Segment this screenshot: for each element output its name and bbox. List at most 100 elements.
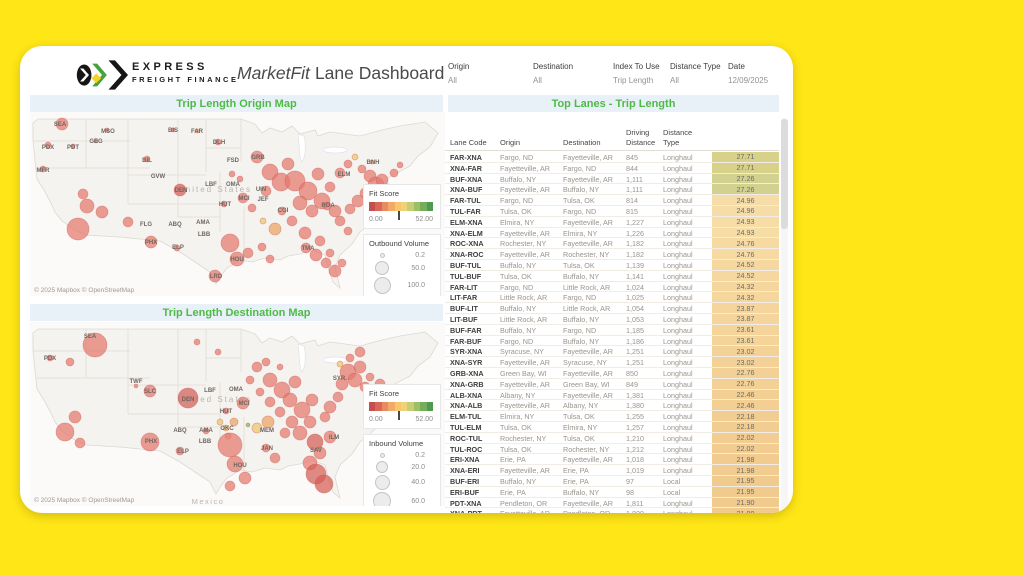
table-row[interactable]: BUF-TUL Buffalo, NY Tulsa, OK 1,139 Longhaul… bbox=[445, 259, 779, 271]
table-row[interactable]: TUL-BUF Tulsa, OK Buffalo, NY 1,141 Longhaul… bbox=[445, 270, 779, 282]
cell-fit-value[interactable]: 27.71 bbox=[712, 162, 779, 173]
table-row[interactable]: XNA-ELM Fayetteville, AR Elmira, NY 1,226 Lo… bbox=[445, 227, 779, 239]
volume-bubble[interactable] bbox=[245, 375, 255, 385]
volume-bubble[interactable] bbox=[177, 387, 199, 409]
table-row[interactable]: XNA-FAR Fayetteville, AR Fargo, ND 844 Longh… bbox=[445, 162, 779, 174]
volume-bubble[interactable] bbox=[281, 157, 295, 171]
volume-bubble[interactable] bbox=[292, 425, 308, 441]
table-row[interactable]: XNA-GRB Fayetteville, AR Green Bay, WI 849 L… bbox=[445, 378, 779, 390]
volume-bubble[interactable] bbox=[284, 170, 306, 192]
volume-bubble[interactable] bbox=[236, 396, 250, 410]
volume-bubble[interactable] bbox=[95, 205, 109, 219]
cell-fit-value[interactable]: 23.61 bbox=[712, 324, 779, 335]
filter-value[interactable]: All bbox=[670, 76, 679, 85]
filter-distance-type[interactable]: Distance Type All bbox=[670, 62, 721, 85]
cell-fit-value[interactable]: 21.95 bbox=[712, 486, 779, 497]
table-row[interactable]: ELM-XNA Elmira, NY Fayetteville, AR 1,227 Lo… bbox=[445, 216, 779, 228]
filter-value[interactable]: 12/09/2025 bbox=[728, 76, 769, 85]
volume-bubble[interactable] bbox=[322, 201, 332, 211]
cell-fit-value[interactable]: 22.46 bbox=[712, 400, 779, 411]
cell-fit-value[interactable]: 21.90 bbox=[712, 497, 779, 508]
table-row[interactable]: TUL-FAR Tulsa, OK Fargo, ND 815 Longhaul 24.9… bbox=[445, 205, 779, 217]
table-row[interactable]: PDT-XNA Pendleton, OR Fayetteville, AR 1,81… bbox=[445, 497, 779, 509]
cell-fit-value[interactable]: 21.98 bbox=[712, 465, 779, 475]
table-row[interactable]: ERI-BUF Erie, PA Buffalo, NY 98 Local 21.95 bbox=[445, 486, 779, 498]
volume-bubble[interactable] bbox=[228, 170, 236, 178]
cell-fit-value[interactable]: 27.71 bbox=[712, 152, 779, 162]
cell-fit-value[interactable]: 22.76 bbox=[712, 378, 779, 389]
volume-bubble[interactable] bbox=[328, 264, 342, 278]
volume-bubble[interactable] bbox=[396, 161, 404, 169]
cell-fit-value[interactable]: 23.61 bbox=[712, 335, 779, 346]
cell-fit-value[interactable]: 23.87 bbox=[712, 303, 779, 313]
volume-bubble[interactable] bbox=[262, 372, 278, 388]
volume-bubble[interactable] bbox=[274, 406, 286, 418]
volume-bubble[interactable] bbox=[389, 168, 399, 178]
volume-bubble[interactable] bbox=[44, 141, 52, 149]
filter-index-to-use[interactable]: Index To Use Trip Length bbox=[613, 62, 660, 85]
volume-bubble[interactable] bbox=[226, 455, 244, 473]
volume-bubble[interactable] bbox=[314, 235, 326, 247]
volume-bubble[interactable] bbox=[216, 418, 224, 426]
volume-bubble[interactable] bbox=[93, 138, 99, 144]
cell-fit-value[interactable]: 21.95 bbox=[712, 475, 779, 486]
filter-value[interactable]: All bbox=[448, 76, 457, 85]
cell-fit-value[interactable]: 23.02 bbox=[712, 357, 779, 367]
volume-bubble[interactable] bbox=[79, 198, 95, 214]
volume-bubble[interactable] bbox=[357, 164, 367, 174]
cell-fit-value[interactable]: 24.96 bbox=[712, 205, 779, 216]
volume-bubble[interactable] bbox=[220, 233, 240, 253]
volume-bubble[interactable] bbox=[323, 430, 337, 444]
volume-bubble[interactable] bbox=[65, 357, 75, 367]
volume-bubble[interactable] bbox=[242, 247, 254, 259]
volume-bubble[interactable] bbox=[334, 215, 346, 227]
table-row[interactable]: XNA-ROC Fayetteville, AR Rochester, NY 1,18… bbox=[445, 249, 779, 260]
volume-bubble[interactable] bbox=[345, 353, 355, 363]
volume-bubble[interactable] bbox=[133, 383, 139, 389]
cell-fit-value[interactable]: 21.98 bbox=[712, 454, 779, 465]
volume-bubble[interactable] bbox=[39, 165, 47, 173]
volume-bubble[interactable] bbox=[353, 360, 367, 374]
volume-bubble[interactable] bbox=[143, 384, 157, 398]
volume-bubble[interactable] bbox=[320, 257, 332, 269]
volume-bubble[interactable] bbox=[343, 226, 353, 236]
cell-fit-value[interactable]: 24.52 bbox=[712, 270, 779, 281]
table-row[interactable]: ERI-XNA Erie, PA Fayetteville, AR 1,018 Long… bbox=[445, 454, 779, 466]
volume-bubble[interactable] bbox=[251, 361, 263, 373]
volume-bubble[interactable] bbox=[193, 338, 201, 346]
filter-value[interactable]: Trip Length bbox=[613, 76, 654, 85]
volume-bubble[interactable] bbox=[285, 415, 299, 429]
volume-bubble[interactable] bbox=[236, 175, 244, 183]
cell-fit-value[interactable]: 22.18 bbox=[712, 421, 779, 432]
volume-bubble[interactable] bbox=[55, 422, 75, 442]
volume-bubble[interactable] bbox=[260, 185, 272, 197]
volume-bubble[interactable] bbox=[336, 360, 344, 368]
volume-bubble[interactable] bbox=[104, 127, 110, 133]
cell-fit-value[interactable]: 23.87 bbox=[712, 313, 779, 324]
filter-date[interactable]: Date 12/09/2025 bbox=[728, 62, 768, 85]
volume-bubble[interactable] bbox=[250, 150, 264, 164]
volume-bubble[interactable] bbox=[369, 159, 375, 165]
table-scrollbar-thumb[interactable] bbox=[781, 119, 788, 229]
volume-bubble[interactable] bbox=[229, 417, 239, 427]
volume-bubble[interactable] bbox=[70, 143, 76, 149]
volume-bubble[interactable] bbox=[325, 248, 335, 258]
volume-bubble[interactable] bbox=[261, 163, 279, 181]
table-row[interactable]: BUF-XNA Buffalo, NY Fayetteville, AR 1,111 L… bbox=[445, 173, 779, 185]
volume-bubble[interactable] bbox=[82, 332, 108, 358]
volume-bubble[interactable] bbox=[46, 354, 54, 362]
volume-bubble[interactable] bbox=[305, 204, 319, 218]
volume-bubble[interactable] bbox=[314, 474, 334, 494]
table-row[interactable]: XNA-BUF Fayetteville, AR Buffalo, NY 1,111 L… bbox=[445, 184, 779, 196]
volume-bubble[interactable] bbox=[238, 471, 252, 485]
volume-bubble[interactable] bbox=[122, 216, 134, 228]
cell-fit-value[interactable]: 22.18 bbox=[712, 411, 779, 421]
volume-bubble[interactable] bbox=[293, 401, 311, 419]
cell-fit-value[interactable]: 24.32 bbox=[712, 281, 779, 292]
volume-bubble[interactable] bbox=[344, 203, 356, 215]
cell-fit-value[interactable]: 23.02 bbox=[712, 346, 779, 357]
table-row[interactable]: ELM-TUL Elmira, NY Tulsa, OK 1,255 Longhaul 2… bbox=[445, 411, 779, 422]
volume-bubble[interactable] bbox=[292, 195, 308, 211]
volume-bubble[interactable] bbox=[354, 346, 366, 358]
volume-bubble[interactable] bbox=[335, 377, 349, 391]
